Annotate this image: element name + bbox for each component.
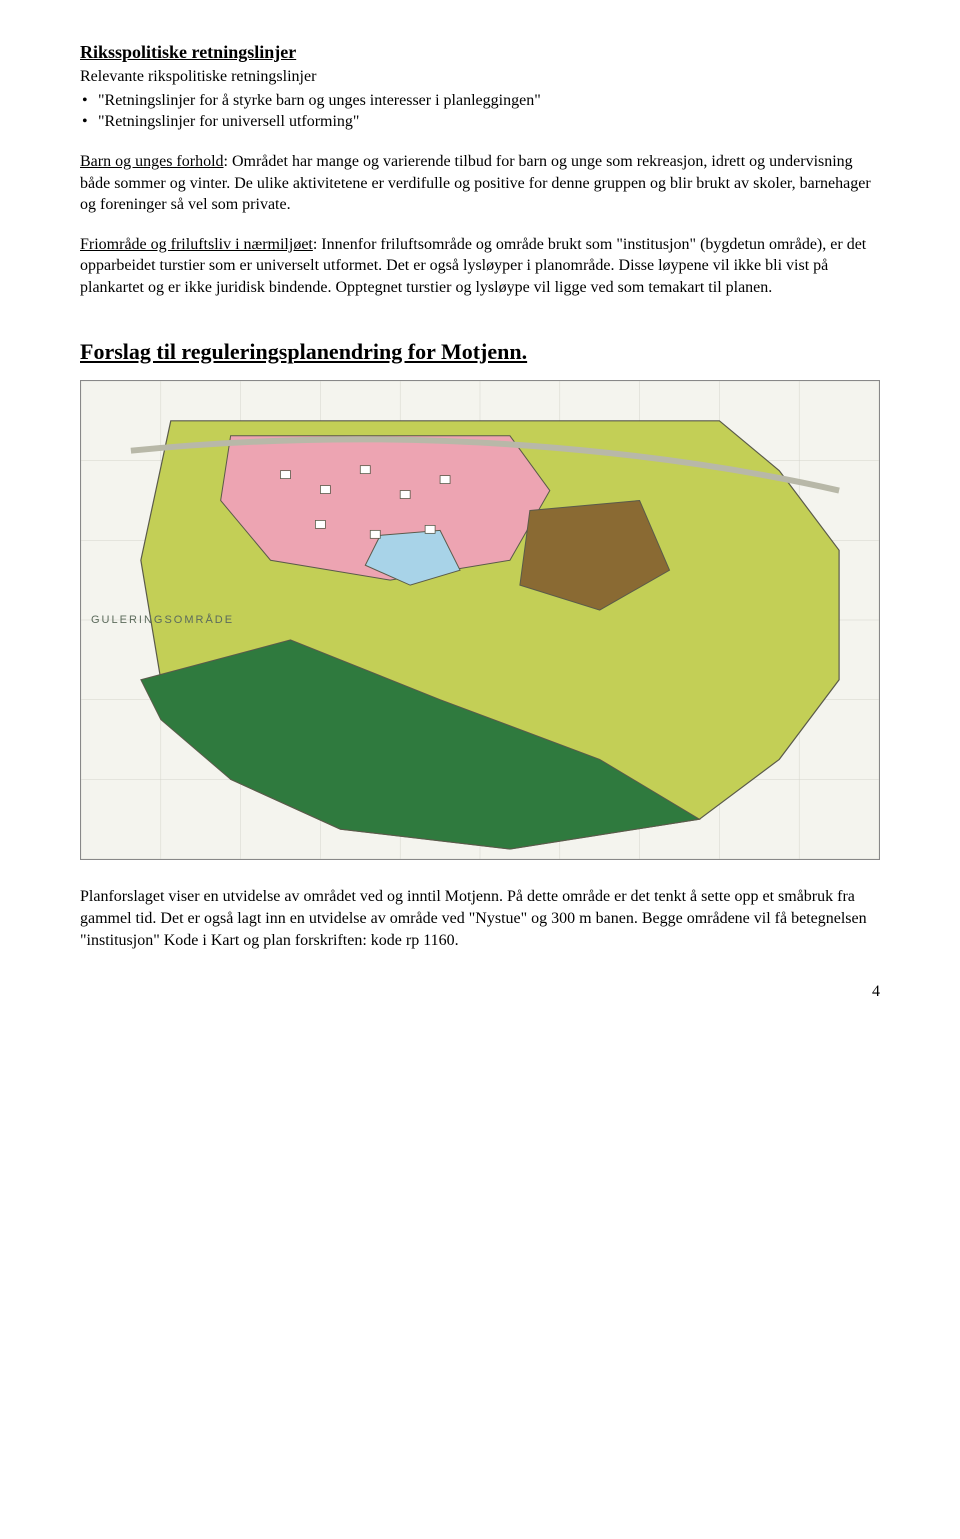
map-side-label: GULERINGSOMRÅDE	[91, 613, 234, 628]
list-item: "Retningslinjer for universell utforming…	[80, 111, 880, 133]
page-number: 4	[80, 981, 880, 1003]
zoning-map: GULERINGSOMRÅDE	[80, 380, 880, 860]
map-caption: Planforslaget viser en utvidelse av områ…	[80, 886, 880, 951]
para2-label: Friområde og friluftsliv i nærmiljøet	[80, 236, 313, 253]
paragraph-barn-unges: Barn og unges forhold: Området har mange…	[80, 151, 880, 216]
paragraph-friomrade: Friområde og friluftsliv i nærmiljøet: I…	[80, 234, 880, 299]
section2-heading: Forslag til reguleringsplanendring for M…	[80, 337, 880, 367]
section1-heading: Riksspolitiske retningslinjer	[80, 40, 880, 64]
para1-label: Barn og unges forhold	[80, 153, 224, 170]
section1-subtitle: Relevante rikspolitiske retningslinjer	[80, 66, 880, 88]
list-item: "Retningslinjer for å styrke barn og ung…	[80, 90, 880, 112]
guidelines-list: "Retningslinjer for å styrke barn og ung…	[80, 90, 880, 133]
